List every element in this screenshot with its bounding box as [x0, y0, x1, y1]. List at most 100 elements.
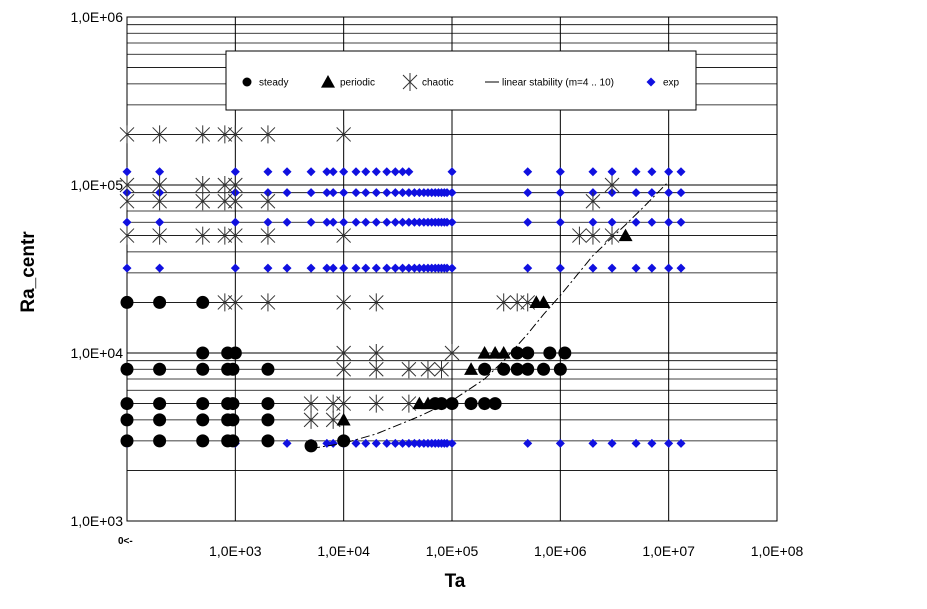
chaotic-point — [260, 293, 276, 312]
exp-point — [588, 263, 598, 273]
exp-point — [328, 438, 338, 448]
exp-point — [390, 217, 400, 227]
exp-point — [555, 438, 565, 448]
chaotic-point — [336, 360, 352, 379]
chaotic-point — [227, 226, 243, 245]
chaotic-point — [604, 176, 620, 194]
exp-point — [306, 263, 316, 273]
exp-point — [322, 188, 332, 198]
steady-point — [543, 346, 557, 360]
steady-point — [153, 295, 167, 309]
exp-point — [328, 167, 338, 177]
steady-point — [226, 397, 240, 411]
exp-point — [382, 188, 392, 198]
exp-point — [282, 188, 292, 198]
steady-point — [196, 413, 210, 427]
steady-point — [488, 397, 502, 411]
exp-point — [664, 438, 674, 448]
exp-point — [122, 263, 132, 273]
chaotic-point — [325, 394, 341, 413]
chaotic-point — [227, 176, 243, 194]
exp-point — [442, 217, 452, 227]
exp-point — [588, 167, 598, 177]
series-periodic — [336, 228, 633, 426]
exp-point — [322, 217, 332, 227]
exp-point — [263, 263, 273, 273]
chaotic-point — [227, 125, 243, 144]
chaotic-point — [368, 344, 384, 362]
periodic-point — [536, 295, 551, 309]
chaotic-point — [368, 293, 384, 312]
chaotic-point — [420, 360, 436, 379]
chaotic-point — [509, 293, 525, 312]
exp-point — [361, 217, 371, 227]
steady-point — [510, 362, 524, 376]
chaotic-point — [260, 125, 276, 144]
steady-point — [521, 346, 535, 360]
steady-point — [521, 362, 535, 376]
steady-point — [261, 413, 275, 427]
exp-point — [361, 263, 371, 273]
chaotic-point — [401, 360, 417, 379]
steady-point — [120, 434, 134, 448]
chaotic-point — [336, 394, 352, 413]
chaotic-point — [119, 226, 135, 245]
exp-point — [306, 188, 316, 198]
steady-point — [537, 362, 551, 376]
steady-point — [226, 362, 240, 376]
exp-point — [361, 188, 371, 198]
exp-point — [409, 263, 419, 273]
exp-point — [676, 217, 686, 227]
exp-point — [282, 217, 292, 227]
exp-point — [631, 217, 641, 227]
chaotic-point — [368, 360, 384, 379]
exp-point — [122, 167, 132, 177]
legend-label: exp — [663, 78, 680, 89]
exp-point — [351, 188, 361, 198]
chaotic-point — [368, 394, 384, 413]
exp-point — [523, 263, 533, 273]
periodic-point — [336, 412, 351, 426]
exp-point — [155, 263, 165, 273]
exp-point — [263, 167, 273, 177]
exp-point — [523, 217, 533, 227]
exp-point — [282, 167, 292, 177]
chaotic-point — [227, 192, 243, 211]
y-tick-label: 1,0E+06 — [70, 9, 123, 25]
legend-box — [225, 50, 697, 111]
steady-point — [196, 295, 210, 309]
exp-point — [230, 217, 240, 227]
chaotic-point — [195, 125, 211, 144]
chaotic-point — [195, 176, 211, 194]
exp-point — [447, 188, 457, 198]
exp-point — [398, 188, 408, 198]
y-tick-label: 1,0E+03 — [70, 513, 123, 529]
steady-point — [497, 362, 511, 376]
y-axis-tick-labels: 1,0E+03 1,0E+04 1,0E+05 1,0E+06 — [70, 9, 123, 529]
chaotic-point — [260, 226, 276, 245]
exp-point — [371, 438, 381, 448]
periodic-point — [618, 228, 633, 242]
chaotic-point — [336, 344, 352, 362]
exp-point — [664, 263, 674, 273]
exp-point — [361, 438, 371, 448]
exp-point — [398, 263, 408, 273]
exp-point — [351, 263, 361, 273]
exp-point — [676, 263, 686, 273]
exp-point — [155, 167, 165, 177]
exp-point — [351, 167, 361, 177]
legend-item-exp: exp — [646, 77, 680, 89]
chaotic-point — [195, 192, 211, 211]
chaotic-point — [604, 226, 620, 245]
steady-point — [120, 295, 134, 309]
exp-point — [328, 188, 338, 198]
exp-point — [523, 167, 533, 177]
steady-point — [478, 362, 492, 376]
y-tick-label: 1,0E+05 — [70, 177, 123, 193]
legend-swatch — [321, 75, 335, 88]
exp-point — [447, 217, 457, 227]
legend-item-linear-stability-m-4-10: linear stability (m=4 .. 10) — [485, 78, 614, 89]
steady-point — [445, 397, 459, 411]
exp-point — [398, 217, 408, 227]
chaotic-point — [585, 192, 601, 211]
